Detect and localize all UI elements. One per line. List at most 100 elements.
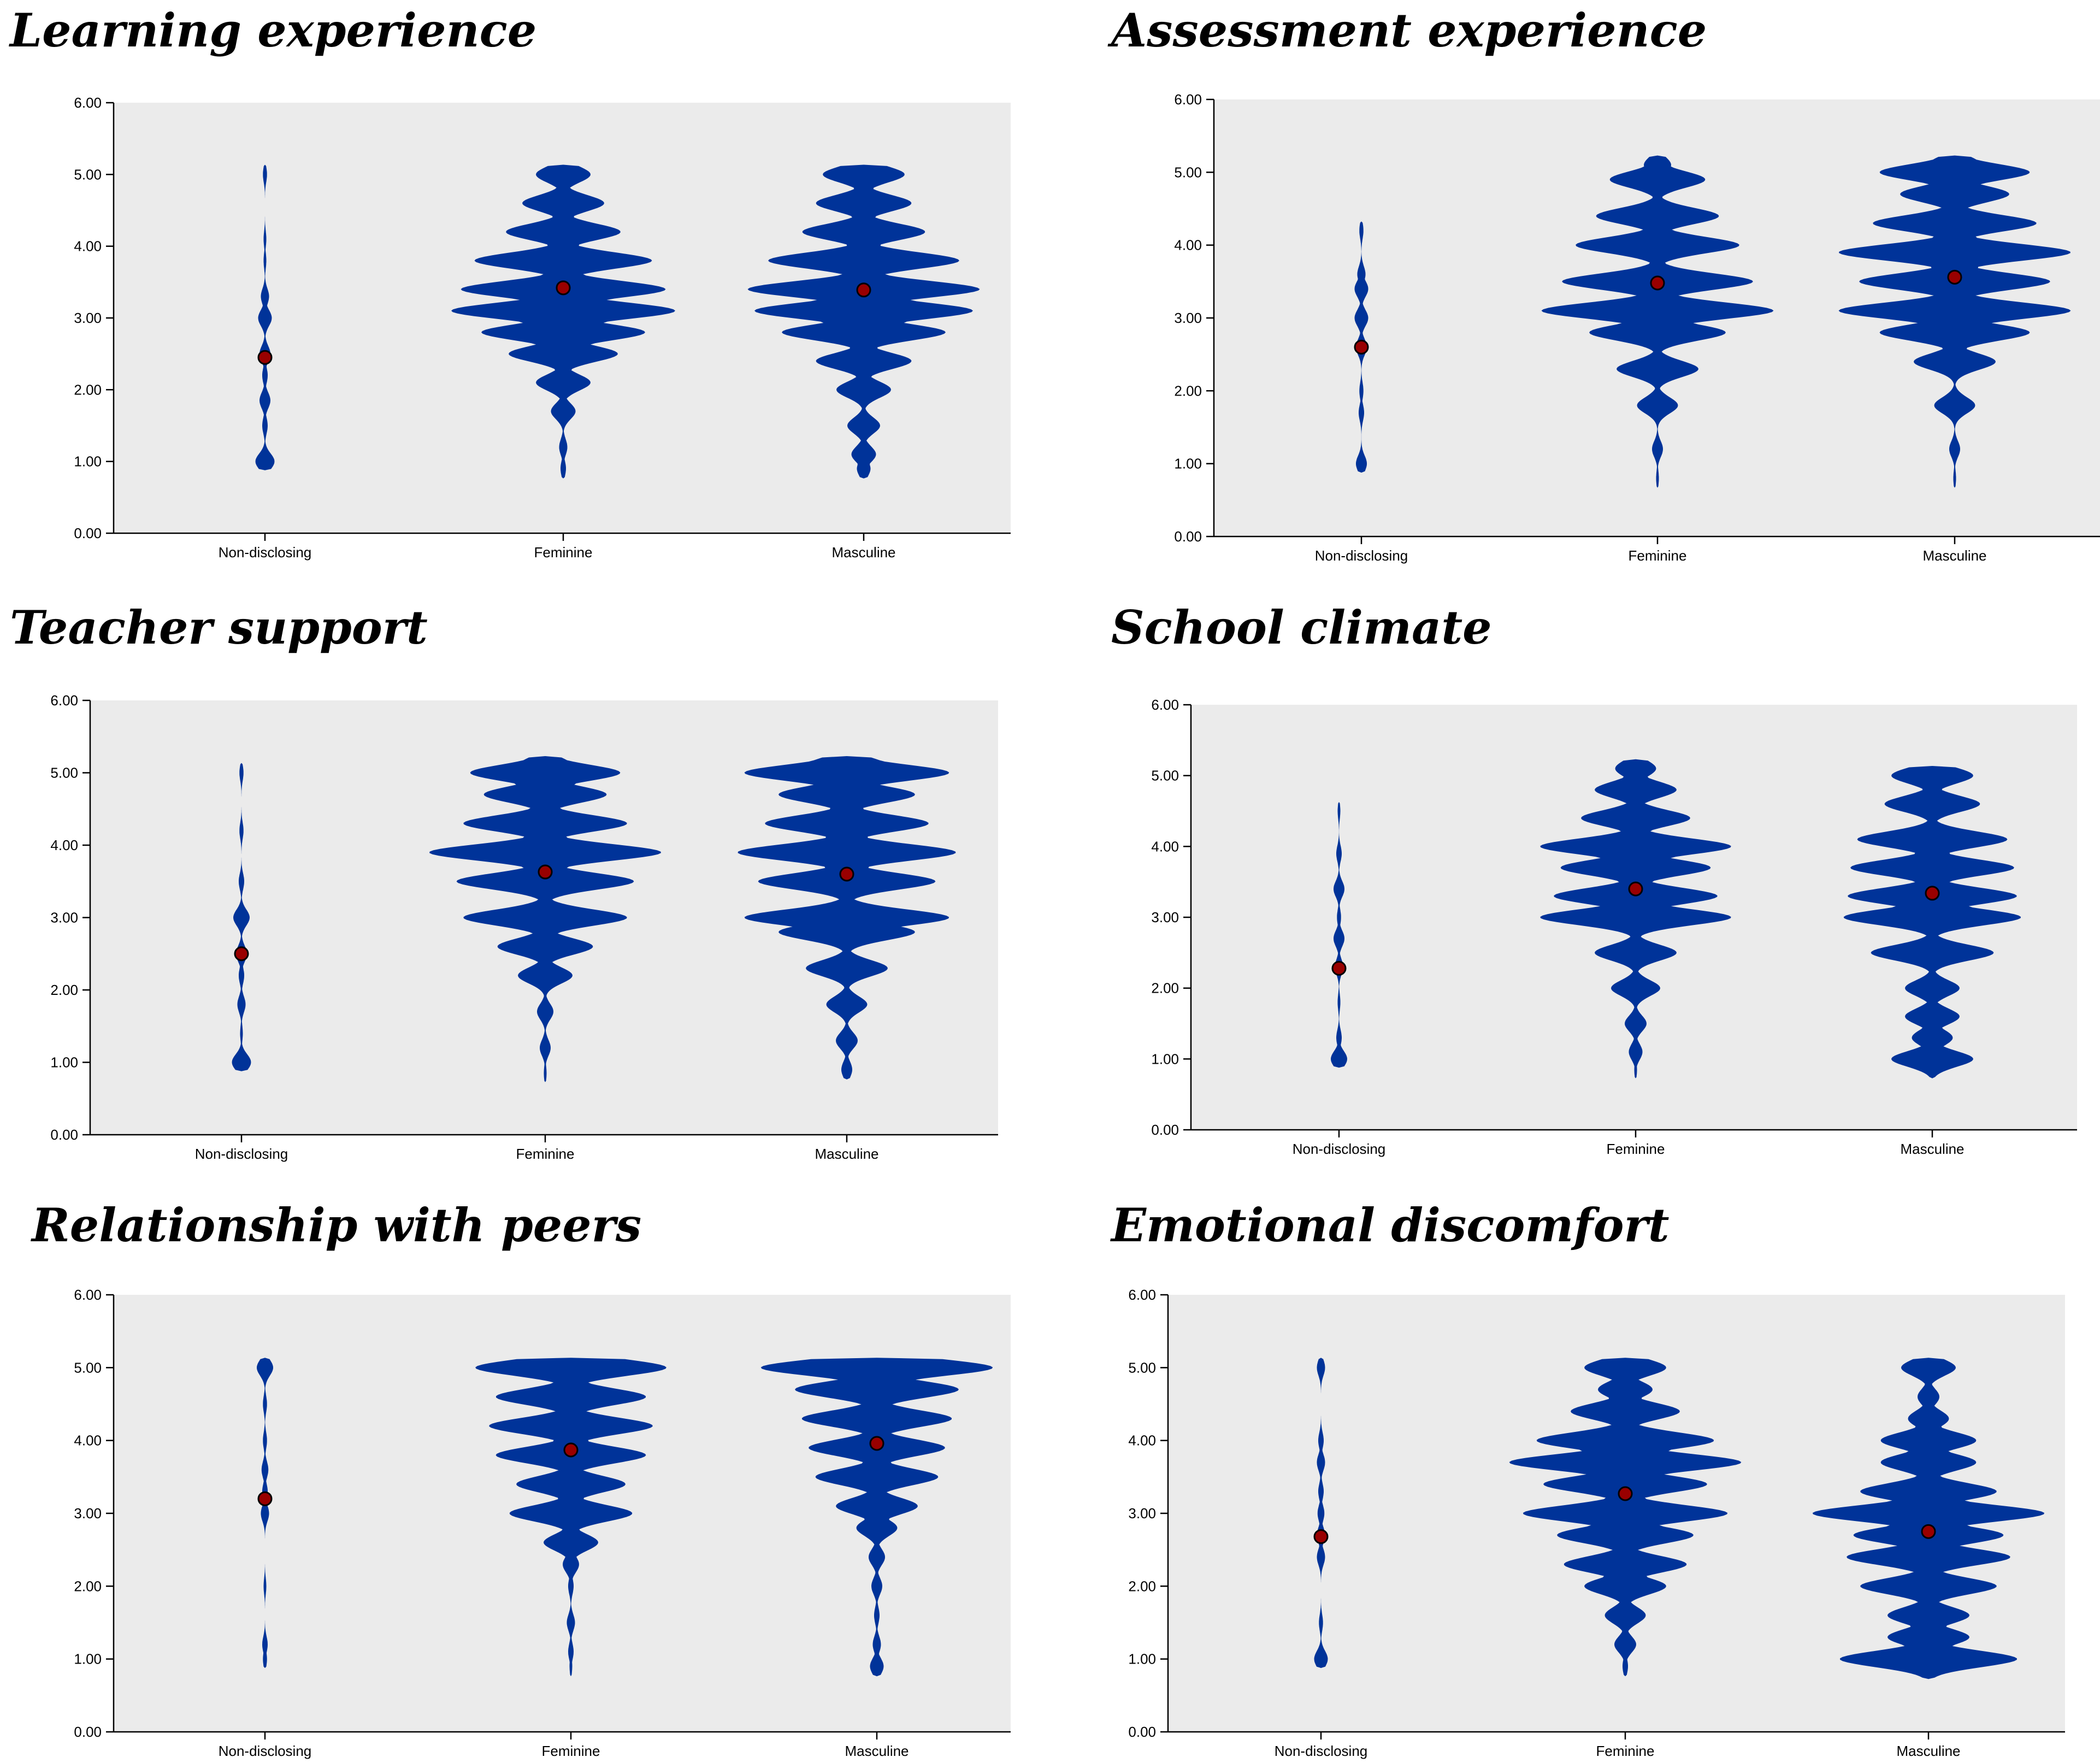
- x-category-label: Feminine: [516, 1146, 575, 1162]
- chart-panel-4: School climate 0.00 1.00 2.00 3.00 4.00 5.00 6.…: [1111, 600, 2077, 1157]
- chart-title: Learning experience: [9, 3, 536, 57]
- mean-point: [839, 866, 854, 882]
- mean-point: [1331, 960, 1347, 976]
- y-tick-label: 3.00: [1174, 310, 1202, 326]
- x-category-label: Feminine: [1607, 1141, 1665, 1157]
- mean-point: [1921, 1524, 1936, 1539]
- x-category-label: Masculine: [1922, 547, 1986, 564]
- mean-point: [1618, 1486, 1633, 1501]
- y-tick-label: 3.00: [1128, 1505, 1156, 1522]
- y-tick-label: 5.00: [1128, 1359, 1156, 1376]
- x-category-label: Non-disclosing: [1275, 1743, 1368, 1759]
- violin-non-disclosing: [257, 1339, 273, 1696]
- x-category-label: Non-disclosing: [219, 1743, 312, 1759]
- mean-point: [1925, 886, 1940, 901]
- x-category-label: Feminine: [534, 544, 593, 561]
- x-category-label: Non-disclosing: [219, 544, 312, 561]
- violin-feminine: [1509, 1339, 1742, 1696]
- chart-title: School climate: [1111, 600, 1492, 655]
- x-category-label: Masculine: [831, 544, 895, 561]
- violin-masculine: [1812, 1339, 2045, 1696]
- violin-masculine: [747, 145, 980, 498]
- violin-non-disclosing: [255, 145, 275, 498]
- y-tick-label: 5.00: [74, 1359, 102, 1376]
- chart-title: Assessment experience: [1107, 3, 1707, 57]
- y-tick-label: 4.00: [1174, 237, 1202, 253]
- mean-point: [869, 1436, 884, 1451]
- y-tick-label: 0.00: [1128, 1724, 1156, 1740]
- violin-masculine: [738, 744, 956, 1099]
- y-tick-label: 4.00: [74, 1432, 102, 1449]
- y-tick-label: 6.00: [50, 692, 78, 709]
- y-tick-label: 1.00: [1174, 456, 1202, 472]
- y-tick-label: 2.00: [1151, 980, 1179, 997]
- y-tick-label: 5.00: [74, 166, 102, 182]
- y-tick-label: 0.00: [1151, 1122, 1179, 1138]
- y-tick-label: 6.00: [1128, 1287, 1156, 1303]
- mean-point: [1947, 269, 1962, 285]
- violin-masculine: [760, 1339, 993, 1696]
- violin-masculine: [1838, 143, 2071, 500]
- mean-point: [257, 1491, 273, 1506]
- y-tick-label: 1.00: [74, 1651, 102, 1667]
- y-tick-label: 0.00: [74, 1724, 102, 1740]
- y-tick-label: 6.00: [1174, 91, 1202, 108]
- y-tick-label: 0.00: [50, 1127, 78, 1143]
- violin-masculine: [1843, 747, 2021, 1095]
- violin-non-disclosing: [1331, 747, 1347, 1095]
- violin-feminine: [451, 145, 675, 498]
- x-category-label: Masculine: [1896, 1743, 1960, 1759]
- y-tick-label: 6.00: [1151, 697, 1179, 713]
- violin-feminine: [429, 744, 661, 1099]
- x-category-label: Masculine: [845, 1743, 909, 1759]
- chart-panel-2: Assessment experience 0.00 1.00 2.00 3.00 4.0…: [1107, 3, 2100, 564]
- violin-feminine: [475, 1339, 666, 1696]
- x-category-label: Feminine: [1596, 1743, 1655, 1759]
- y-tick-label: 3.00: [1151, 909, 1179, 925]
- x-category-label: Feminine: [1629, 547, 1687, 564]
- y-tick-label: 3.00: [74, 1505, 102, 1522]
- mean-point: [538, 864, 553, 880]
- violin-non-disclosing: [1314, 1339, 1328, 1696]
- violin-non-disclosing: [1354, 143, 1368, 500]
- y-tick-label: 1.00: [50, 1054, 78, 1071]
- y-tick-label: 2.00: [1128, 1578, 1156, 1594]
- mean-point: [257, 350, 273, 365]
- x-category-label: Non-disclosing: [195, 1146, 288, 1162]
- mean-point: [1650, 275, 1665, 291]
- y-tick-label: 2.00: [50, 982, 78, 998]
- y-tick-label: 6.00: [74, 95, 102, 111]
- y-tick-label: 2.00: [74, 1578, 102, 1594]
- chart-panel-3: Teacher support 0.00 1.00 2.00 3.00 4.00 5.00 6…: [10, 600, 998, 1162]
- y-tick-label: 5.00: [1151, 768, 1179, 784]
- x-category-label: Non-disclosing: [1315, 547, 1408, 564]
- x-category-label: Non-disclosing: [1293, 1141, 1386, 1157]
- violin-feminine: [1540, 747, 1731, 1095]
- chart-panel-5: Relationship with peers 0.00 1.00 2.00 3.00 4…: [31, 1198, 1011, 1759]
- chart-panel-1: Learning experience 0.00 1.00 2.00 3.00 4.00 5…: [9, 3, 1011, 561]
- mean-point: [234, 946, 249, 962]
- x-category-label: Feminine: [542, 1743, 600, 1759]
- y-tick-label: 3.00: [50, 910, 78, 926]
- mean-point: [563, 1442, 579, 1458]
- violin-feminine: [1541, 143, 1774, 500]
- y-tick-label: 1.00: [1128, 1651, 1156, 1667]
- y-tick-label: 3.00: [74, 310, 102, 326]
- y-tick-label: 2.00: [74, 381, 102, 398]
- x-category-label: Masculine: [1900, 1141, 1964, 1157]
- mean-point: [1354, 339, 1369, 355]
- y-tick-label: 2.00: [1174, 382, 1202, 399]
- mean-point: [1313, 1529, 1329, 1544]
- y-tick-label: 0.00: [74, 525, 102, 541]
- chart-title: Teacher support: [10, 600, 428, 655]
- y-tick-label: 5.00: [1174, 164, 1202, 180]
- y-tick-label: 4.00: [50, 837, 78, 853]
- mean-point: [856, 282, 871, 298]
- mean-point: [556, 280, 571, 296]
- y-tick-label: 4.00: [1151, 838, 1179, 854]
- chart-title: Emotional discomfort: [1110, 1198, 1670, 1252]
- y-tick-label: 1.00: [74, 453, 102, 470]
- y-tick-label: 4.00: [1128, 1432, 1156, 1449]
- x-category-label: Masculine: [815, 1146, 878, 1162]
